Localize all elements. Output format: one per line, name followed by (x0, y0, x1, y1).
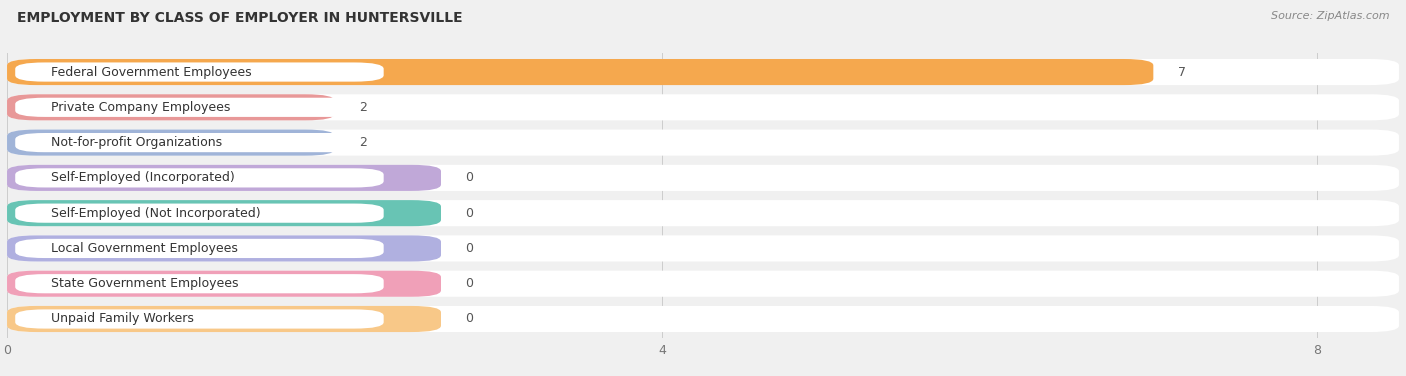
Text: Federal Government Employees: Federal Government Employees (51, 65, 252, 79)
Text: 0: 0 (465, 242, 474, 255)
FancyBboxPatch shape (15, 274, 384, 293)
FancyBboxPatch shape (15, 98, 384, 117)
FancyBboxPatch shape (7, 59, 1153, 85)
Text: 2: 2 (359, 136, 367, 149)
FancyBboxPatch shape (7, 271, 441, 297)
FancyBboxPatch shape (15, 309, 384, 329)
Text: Private Company Employees: Private Company Employees (51, 101, 231, 114)
FancyBboxPatch shape (7, 130, 335, 156)
FancyBboxPatch shape (7, 165, 1399, 191)
FancyBboxPatch shape (7, 165, 441, 191)
FancyBboxPatch shape (7, 235, 1399, 261)
FancyBboxPatch shape (7, 306, 1399, 332)
Text: 2: 2 (359, 101, 367, 114)
Text: 0: 0 (465, 207, 474, 220)
FancyBboxPatch shape (7, 271, 1399, 297)
FancyBboxPatch shape (15, 203, 384, 223)
FancyBboxPatch shape (15, 168, 384, 188)
Text: State Government Employees: State Government Employees (51, 277, 239, 290)
Text: 0: 0 (465, 312, 474, 326)
FancyBboxPatch shape (7, 200, 441, 226)
FancyBboxPatch shape (7, 200, 1399, 226)
Text: 7: 7 (1178, 65, 1185, 79)
Text: 0: 0 (465, 171, 474, 184)
Text: EMPLOYMENT BY CLASS OF EMPLOYER IN HUNTERSVILLE: EMPLOYMENT BY CLASS OF EMPLOYER IN HUNTE… (17, 11, 463, 25)
Text: Not-for-profit Organizations: Not-for-profit Organizations (51, 136, 222, 149)
FancyBboxPatch shape (7, 130, 1399, 156)
FancyBboxPatch shape (7, 235, 441, 261)
FancyBboxPatch shape (15, 133, 384, 152)
FancyBboxPatch shape (7, 306, 441, 332)
Text: Unpaid Family Workers: Unpaid Family Workers (51, 312, 194, 326)
Text: Source: ZipAtlas.com: Source: ZipAtlas.com (1271, 11, 1389, 21)
FancyBboxPatch shape (15, 239, 384, 258)
FancyBboxPatch shape (7, 59, 1399, 85)
FancyBboxPatch shape (7, 94, 335, 120)
Text: Self-Employed (Incorporated): Self-Employed (Incorporated) (51, 171, 235, 184)
FancyBboxPatch shape (15, 62, 384, 82)
Text: Local Government Employees: Local Government Employees (51, 242, 238, 255)
FancyBboxPatch shape (7, 94, 1399, 120)
Text: Self-Employed (Not Incorporated): Self-Employed (Not Incorporated) (51, 207, 262, 220)
Text: 0: 0 (465, 277, 474, 290)
